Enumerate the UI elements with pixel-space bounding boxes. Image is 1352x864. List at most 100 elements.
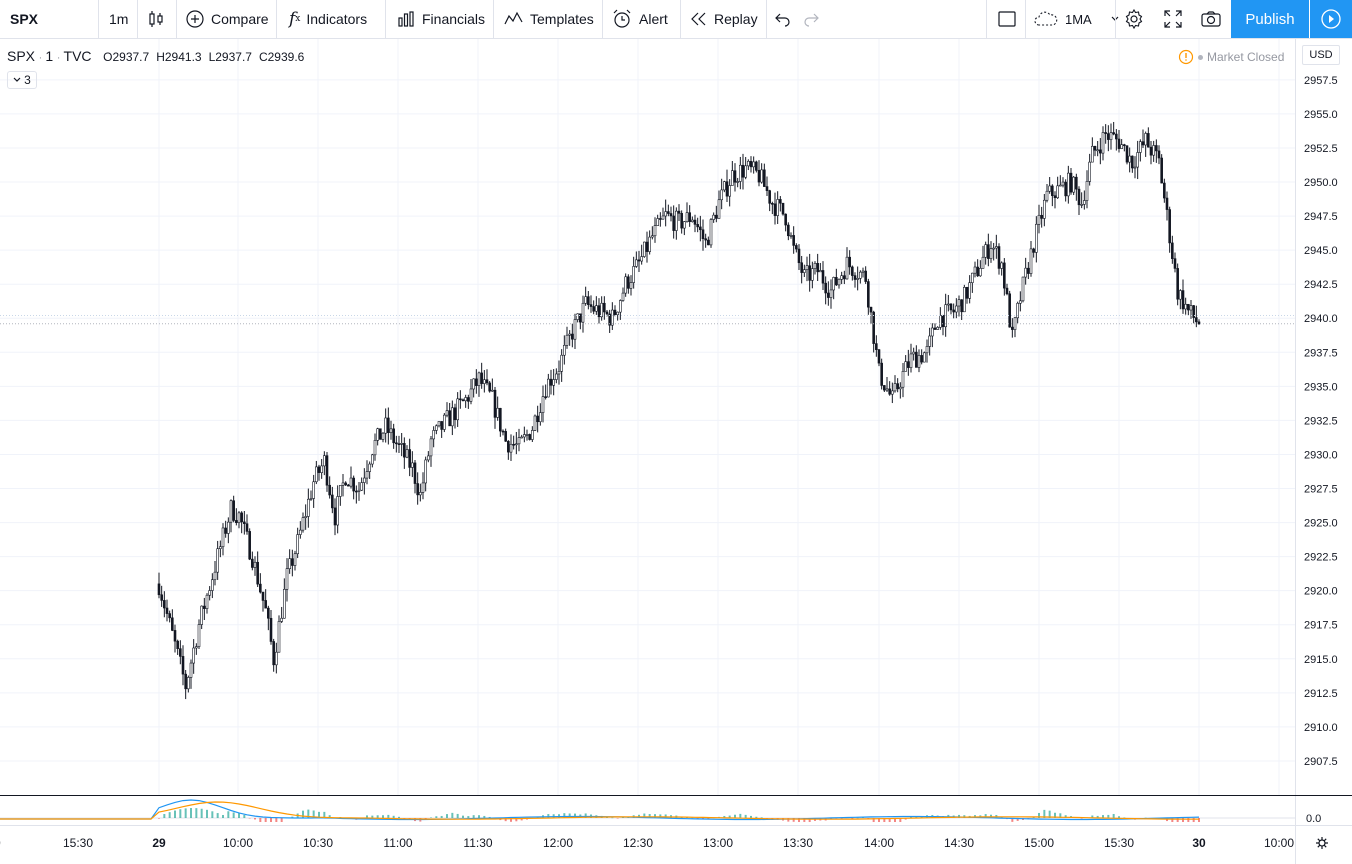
candle-body — [1003, 262, 1006, 289]
chart-style-button[interactable] — [146, 0, 166, 38]
price-chart[interactable]: 2907.52910.02912.52915.02917.52920.02922… — [0, 39, 1352, 864]
macd-histogram-bar — [307, 809, 310, 818]
play-button[interactable] — [1310, 0, 1352, 38]
macd-histogram-bar — [163, 814, 166, 818]
macd-histogram-bar — [216, 813, 219, 818]
price-tick-label: 2920.0 — [1304, 586, 1338, 598]
candle-body — [365, 471, 369, 479]
candle-body — [165, 607, 169, 614]
candle-body — [1016, 302, 1019, 319]
candle-body — [1157, 150, 1161, 159]
candle-body — [1176, 268, 1179, 300]
collapsed-count: 3 — [24, 73, 31, 87]
candle-body — [925, 346, 929, 354]
macd-histogram-bar — [1171, 818, 1174, 822]
ma-label: 1MA — [1065, 11, 1092, 27]
candle-body — [541, 396, 545, 413]
candle-body — [933, 327, 937, 330]
candle-body — [461, 399, 465, 402]
candle-body — [464, 397, 467, 402]
candle-body — [515, 443, 518, 446]
macd-histogram-bar — [264, 818, 267, 822]
snapshot-button[interactable] — [1200, 0, 1222, 38]
candle-body — [536, 415, 539, 423]
candle-body — [1117, 138, 1121, 149]
candle-body — [733, 170, 737, 183]
candle-body — [675, 210, 678, 231]
candle-body — [917, 355, 921, 368]
macd-histogram-bar — [254, 818, 256, 820]
candle-body — [301, 517, 305, 531]
macd-histogram-bar — [430, 817, 432, 818]
candle-body — [904, 361, 907, 372]
candle-body — [651, 235, 654, 238]
candle-body — [971, 272, 974, 283]
market-status: Market Closed — [1178, 49, 1284, 65]
layout-button[interactable] — [997, 0, 1017, 38]
candle-body — [685, 212, 689, 222]
candle-body — [328, 484, 331, 496]
candle-body — [429, 438, 433, 457]
candle-body — [472, 378, 475, 390]
candle-body — [352, 477, 355, 492]
candle-body — [400, 443, 403, 445]
candle-body — [488, 382, 491, 392]
candle-body — [304, 516, 307, 518]
replay-button[interactable]: Replay — [690, 0, 758, 38]
legend-collapse-button[interactable]: 3 — [7, 71, 37, 89]
macd-histogram-bar — [1187, 818, 1190, 822]
bar-chart-icon — [396, 9, 416, 29]
macd-histogram-bar — [1032, 817, 1035, 818]
redo-icon — [802, 10, 820, 28]
candle-body — [811, 268, 814, 281]
macd-histogram-bar — [787, 818, 790, 822]
candle-body — [405, 449, 409, 458]
candle-body — [1179, 290, 1182, 300]
candle-body — [435, 425, 438, 431]
macd-histogram-bar — [547, 814, 550, 818]
templates-icon — [504, 9, 524, 29]
candle-body — [229, 500, 233, 523]
candle-body — [547, 378, 550, 398]
toolbar-divider — [98, 0, 99, 38]
macd-histogram-bar — [803, 818, 806, 822]
macd-histogram-bar — [456, 813, 459, 818]
interval-button[interactable]: 1m — [109, 11, 129, 27]
fullscreen-button[interactable] — [1163, 0, 1183, 38]
candle-body — [387, 417, 390, 433]
macd-histogram-bar — [168, 812, 171, 818]
price-tick-label: 2940.0 — [1304, 313, 1338, 325]
price-tick-label: 2942.5 — [1304, 279, 1338, 291]
save-layout-button[interactable]: 1MA — [1033, 0, 1120, 38]
candle-body — [648, 236, 651, 252]
candle-body — [373, 440, 377, 456]
financials-button[interactable]: Financials — [396, 0, 485, 38]
candle-body — [533, 415, 537, 431]
candle-body — [1048, 185, 1051, 192]
redo-button[interactable] — [802, 0, 820, 38]
compare-button[interactable]: Compare — [185, 0, 269, 38]
candle-body — [1037, 214, 1041, 225]
undo-button[interactable] — [774, 0, 792, 38]
toolbar-divider — [986, 0, 987, 38]
publish-button[interactable]: Publish — [1231, 0, 1309, 38]
symbol-search-button[interactable]: SPX — [10, 11, 39, 27]
candle-body — [627, 276, 630, 289]
candle-body — [893, 383, 897, 392]
settings-button[interactable] — [1123, 0, 1145, 38]
candle-body — [565, 334, 569, 346]
templates-button[interactable]: Templates — [504, 0, 594, 38]
macd-histogram-bar — [184, 808, 187, 818]
macd-histogram-bar — [659, 814, 662, 818]
candle-body — [581, 302, 585, 323]
legend-ohlc: O2937.7 H2941.3 L2937.7 C2939.6 — [103, 50, 311, 64]
market-status-label: Market Closed — [1207, 50, 1285, 64]
macd-histogram-bar — [878, 818, 880, 822]
candle-body — [267, 607, 270, 619]
currency-button[interactable]: USD — [1302, 45, 1340, 65]
time-tick-label: 29 — [152, 836, 166, 850]
candles-icon — [146, 9, 166, 29]
alert-button[interactable]: Alert — [611, 0, 668, 38]
candle-body — [216, 548, 219, 573]
